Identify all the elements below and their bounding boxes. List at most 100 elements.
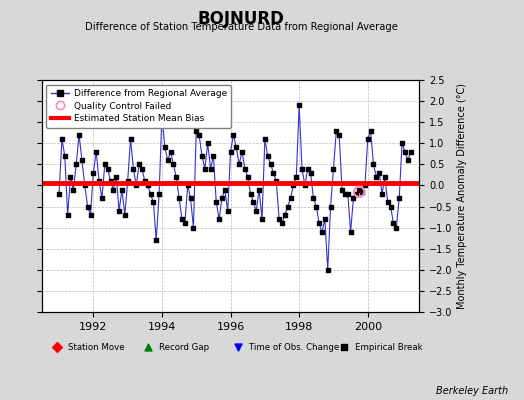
Point xyxy=(234,344,242,350)
Point xyxy=(229,132,237,138)
Point xyxy=(218,195,226,201)
Point xyxy=(338,186,346,193)
Point xyxy=(166,148,174,155)
Point xyxy=(318,229,326,235)
Point xyxy=(226,148,235,155)
Point xyxy=(126,136,135,142)
Point xyxy=(352,191,361,197)
Point xyxy=(358,188,366,195)
Point xyxy=(189,224,198,231)
Point xyxy=(161,144,169,151)
Point xyxy=(355,186,363,193)
Point xyxy=(289,182,298,189)
Point xyxy=(215,216,223,222)
Point xyxy=(272,178,280,184)
Point xyxy=(238,148,246,155)
Text: Berkeley Earth: Berkeley Earth xyxy=(436,386,508,396)
Point xyxy=(235,161,243,168)
Point xyxy=(124,178,132,184)
Point xyxy=(149,199,158,206)
Point xyxy=(163,157,172,163)
Point xyxy=(169,161,178,168)
Text: Station Move: Station Move xyxy=(68,342,125,352)
Point xyxy=(401,148,409,155)
Point xyxy=(407,148,415,155)
Text: Empirical Break: Empirical Break xyxy=(355,342,423,352)
Point xyxy=(241,165,249,172)
Point xyxy=(98,195,106,201)
Point xyxy=(303,165,312,172)
Point xyxy=(115,208,123,214)
Point xyxy=(307,170,315,176)
Point xyxy=(372,174,380,180)
Point xyxy=(221,186,229,193)
Point xyxy=(183,182,192,189)
Point xyxy=(106,178,115,184)
Point xyxy=(323,267,332,273)
Point xyxy=(89,170,97,176)
Point xyxy=(321,216,329,222)
Point xyxy=(187,195,195,201)
Point xyxy=(172,174,180,180)
Point xyxy=(255,186,264,193)
Point xyxy=(364,136,372,142)
Point xyxy=(201,165,209,172)
Point xyxy=(332,128,341,134)
Point xyxy=(146,191,155,197)
Point xyxy=(344,191,352,197)
Point xyxy=(384,199,392,206)
Point xyxy=(395,195,403,201)
Point xyxy=(58,136,66,142)
Point xyxy=(103,165,112,172)
Point xyxy=(335,132,343,138)
Point xyxy=(67,174,75,180)
Point xyxy=(144,182,152,189)
Point xyxy=(269,170,278,176)
Point xyxy=(381,174,389,180)
Point xyxy=(138,165,146,172)
Point xyxy=(260,136,269,142)
Point xyxy=(281,212,289,218)
Point xyxy=(244,174,252,180)
Point xyxy=(309,195,318,201)
Point xyxy=(403,157,412,163)
Point xyxy=(69,186,78,193)
Point xyxy=(72,161,80,168)
Point xyxy=(175,195,183,201)
Point xyxy=(258,216,266,222)
Text: Record Gap: Record Gap xyxy=(159,342,209,352)
Point xyxy=(350,195,358,201)
Point xyxy=(83,203,92,210)
Point xyxy=(132,182,140,189)
Point xyxy=(386,203,395,210)
Point xyxy=(55,191,63,197)
Point xyxy=(275,216,283,222)
Point xyxy=(118,186,126,193)
Point xyxy=(152,237,160,244)
Point xyxy=(53,344,61,350)
Point xyxy=(212,199,221,206)
Point xyxy=(121,212,129,218)
Point xyxy=(295,102,303,108)
Point xyxy=(209,153,217,159)
Point xyxy=(264,153,272,159)
Point xyxy=(75,132,83,138)
Point xyxy=(129,165,138,172)
Point xyxy=(86,212,95,218)
Point xyxy=(144,344,152,350)
Point xyxy=(224,208,232,214)
Point xyxy=(252,208,260,214)
Point xyxy=(178,216,186,222)
Point xyxy=(63,212,72,218)
Text: Time of Obs. Change: Time of Obs. Change xyxy=(249,342,340,352)
Point xyxy=(301,182,309,189)
Point xyxy=(95,178,103,184)
Point xyxy=(278,220,286,227)
Point xyxy=(232,144,241,151)
Point xyxy=(389,220,398,227)
Point xyxy=(355,188,363,195)
Point xyxy=(340,344,348,350)
Point xyxy=(266,161,275,168)
Point xyxy=(361,182,369,189)
Point xyxy=(109,186,117,193)
